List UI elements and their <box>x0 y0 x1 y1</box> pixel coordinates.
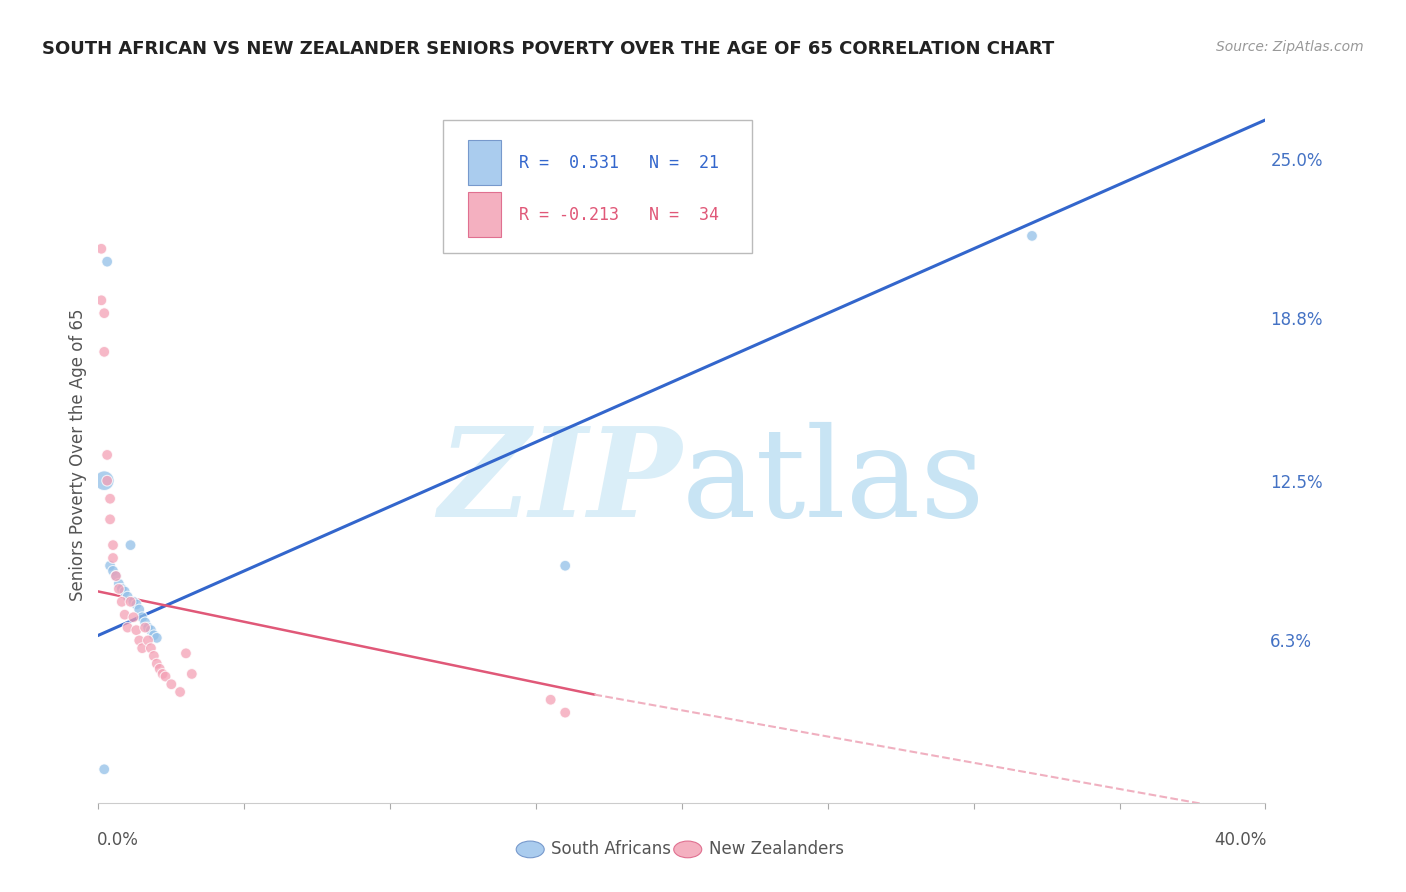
Point <box>131 641 153 656</box>
FancyBboxPatch shape <box>468 140 501 186</box>
Point <box>93 344 115 359</box>
Point <box>139 641 162 656</box>
Point <box>111 595 134 609</box>
Point <box>125 623 148 637</box>
Point <box>111 582 134 596</box>
Point <box>90 242 112 256</box>
Circle shape <box>516 841 544 858</box>
Point <box>114 607 136 622</box>
Point <box>117 590 139 604</box>
FancyBboxPatch shape <box>468 193 501 237</box>
Text: atlas: atlas <box>682 422 986 543</box>
FancyBboxPatch shape <box>443 120 752 253</box>
Text: New Zealanders: New Zealanders <box>709 840 844 858</box>
Point <box>125 598 148 612</box>
Point <box>98 558 121 573</box>
Point <box>180 667 202 681</box>
Point <box>98 512 121 526</box>
Point <box>152 667 174 681</box>
Point <box>101 551 124 566</box>
Point <box>174 646 197 660</box>
Point <box>98 491 121 506</box>
Point <box>134 615 156 630</box>
Point <box>139 623 162 637</box>
Point <box>104 569 127 583</box>
Point <box>540 692 562 706</box>
Point <box>131 610 153 624</box>
Point <box>93 306 115 320</box>
Point <box>149 662 172 676</box>
Point <box>122 595 145 609</box>
Point <box>134 621 156 635</box>
Point <box>1021 228 1043 243</box>
Text: ZIP: ZIP <box>439 422 682 543</box>
Point <box>101 564 124 578</box>
Text: South Africans: South Africans <box>551 840 671 858</box>
Point <box>146 657 169 671</box>
Point <box>108 582 131 596</box>
Point <box>93 474 115 488</box>
Point <box>136 621 159 635</box>
Y-axis label: Seniors Poverty Over the Age of 65: Seniors Poverty Over the Age of 65 <box>69 309 87 601</box>
Text: R = -0.213   N =  34: R = -0.213 N = 34 <box>519 206 718 224</box>
Point <box>136 633 159 648</box>
Point <box>101 538 124 552</box>
Text: 0.0%: 0.0% <box>97 830 139 848</box>
Point <box>96 474 118 488</box>
Point <box>142 628 165 642</box>
Point <box>120 538 142 552</box>
Text: Source: ZipAtlas.com: Source: ZipAtlas.com <box>1216 40 1364 54</box>
Point <box>155 669 177 683</box>
Point <box>117 621 139 635</box>
Point <box>169 685 191 699</box>
Circle shape <box>673 841 702 858</box>
Point <box>554 558 576 573</box>
Point <box>114 584 136 599</box>
Point <box>104 569 127 583</box>
Point <box>120 595 142 609</box>
Point <box>128 602 150 616</box>
Point <box>554 706 576 720</box>
Point <box>90 293 112 308</box>
Point <box>146 631 169 645</box>
Point <box>96 448 118 462</box>
Point <box>93 762 115 776</box>
Point <box>96 254 118 268</box>
Text: 40.0%: 40.0% <box>1215 830 1267 848</box>
Point <box>142 648 165 663</box>
Point <box>108 576 131 591</box>
Point <box>160 677 183 691</box>
Point <box>128 633 150 648</box>
Text: R =  0.531   N =  21: R = 0.531 N = 21 <box>519 153 718 171</box>
Point <box>122 610 145 624</box>
Text: SOUTH AFRICAN VS NEW ZEALANDER SENIORS POVERTY OVER THE AGE OF 65 CORRELATION CH: SOUTH AFRICAN VS NEW ZEALANDER SENIORS P… <box>42 40 1054 58</box>
